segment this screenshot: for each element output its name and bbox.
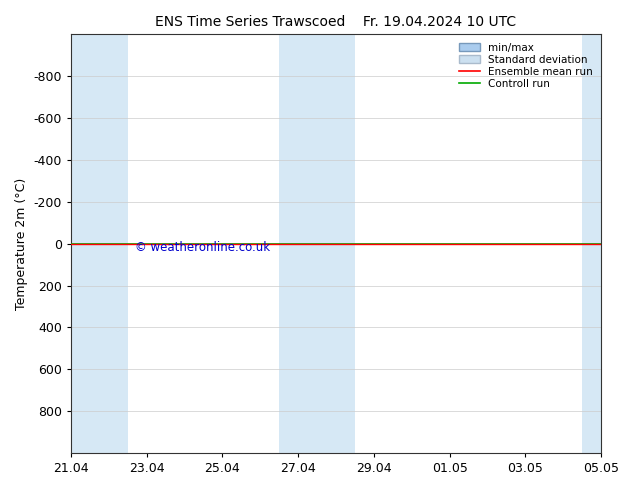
Bar bbox=[71, 34, 128, 453]
Y-axis label: Temperature 2m (°C): Temperature 2m (°C) bbox=[15, 177, 28, 310]
Title: ENS Time Series Trawscoed    Fr. 19.04.2024 10 UTC: ENS Time Series Trawscoed Fr. 19.04.2024… bbox=[155, 15, 517, 29]
Bar bbox=[279, 34, 355, 453]
Bar bbox=[582, 34, 601, 453]
Legend: min/max, Standard deviation, Ensemble mean run, Controll run: min/max, Standard deviation, Ensemble me… bbox=[456, 40, 596, 92]
Text: © weatheronline.co.uk: © weatheronline.co.uk bbox=[134, 242, 270, 254]
